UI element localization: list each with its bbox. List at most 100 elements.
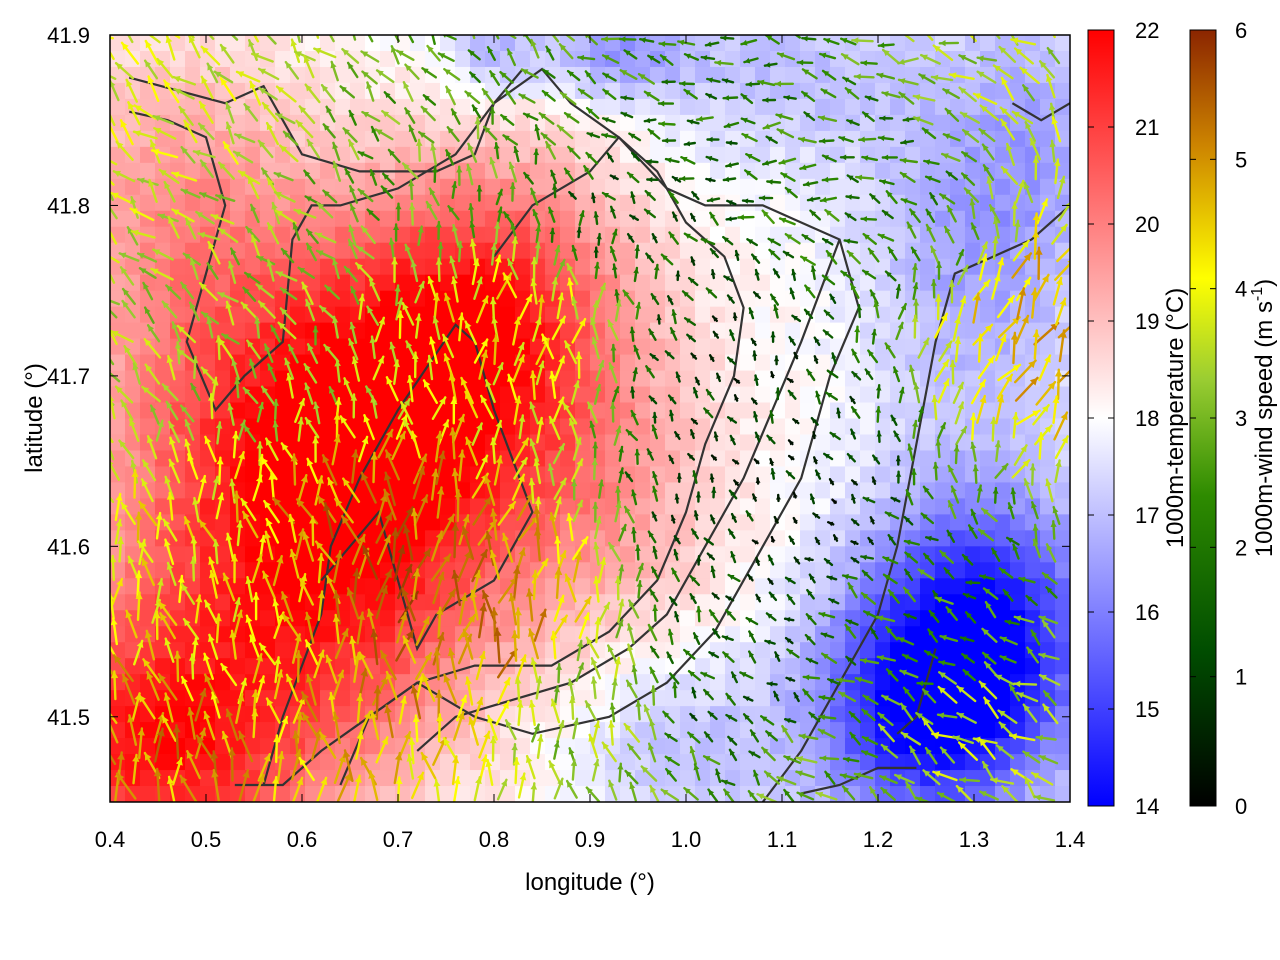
heatmap-cell — [755, 514, 771, 531]
heatmap-cell — [560, 210, 576, 228]
heatmap-cell — [320, 770, 336, 787]
heatmap-cell — [275, 402, 291, 420]
heatmap-cell — [695, 354, 711, 372]
heatmap-cell — [245, 258, 261, 276]
heatmap-cell — [320, 35, 336, 52]
heatmap-cell — [230, 674, 246, 691]
heatmap-cell — [1055, 642, 1070, 659]
heatmap-cell — [995, 482, 1011, 499]
heatmap-cell — [695, 322, 711, 340]
heatmap-cell — [800, 146, 816, 164]
heatmap-cell — [740, 402, 756, 420]
heatmap-cell — [995, 754, 1011, 771]
heatmap-cell — [260, 402, 276, 420]
heatmap-cell — [590, 466, 606, 484]
heatmap-cell — [245, 722, 261, 739]
heatmap-cell — [155, 322, 171, 340]
heatmap-cell — [605, 98, 621, 116]
heatmap-cell — [200, 738, 216, 755]
heatmap-cell — [470, 35, 486, 52]
heatmap-cell — [740, 418, 756, 436]
heatmap-cell — [155, 754, 171, 771]
heatmap-cell — [275, 178, 291, 196]
heatmap-cell — [965, 722, 981, 739]
heatmap-cell — [215, 642, 231, 659]
heatmap-cell — [230, 322, 246, 340]
heatmap-cell — [185, 402, 201, 420]
heatmap-cell — [1025, 610, 1041, 627]
heatmap-cell — [305, 258, 321, 276]
heatmap-cell — [665, 738, 681, 755]
heatmap-cell — [980, 226, 996, 244]
heatmap-cell — [125, 482, 141, 499]
heatmap-cell — [125, 242, 141, 260]
heatmap-cell — [410, 146, 426, 164]
heatmap-cell — [800, 402, 816, 420]
heatmap-cell — [380, 786, 396, 802]
heatmap-cell — [170, 386, 186, 404]
heatmap-cell — [935, 690, 951, 707]
heatmap-cell — [875, 450, 891, 468]
heatmap-cell — [920, 594, 936, 611]
heatmap-cell — [260, 242, 276, 260]
heatmap-cell — [110, 418, 126, 436]
heatmap-cell — [125, 770, 141, 787]
heatmap-cell — [635, 386, 651, 404]
heatmap-cell — [320, 626, 336, 643]
heatmap-cell — [995, 498, 1011, 515]
heatmap-cell — [110, 690, 126, 707]
heatmap-cell — [125, 322, 141, 340]
heatmap-cell — [710, 450, 726, 468]
heatmap-cell — [665, 82, 681, 100]
heatmap-cell — [275, 578, 291, 595]
heatmap-cell — [560, 626, 576, 643]
heatmap-cell — [290, 610, 306, 627]
heatmap-cell — [440, 498, 456, 515]
heatmap-cell — [230, 754, 246, 771]
heatmap-cell — [125, 35, 141, 52]
heatmap-cell — [290, 514, 306, 531]
heatmap-cell — [755, 658, 771, 675]
heatmap-cell — [215, 450, 231, 468]
heatmap-cell — [635, 290, 651, 308]
heatmap-cell — [830, 754, 846, 771]
heatmap-cell — [275, 626, 291, 643]
heatmap-cell — [635, 35, 651, 52]
heatmap-cell — [635, 274, 651, 292]
heatmap-cell — [110, 482, 126, 499]
heatmap-cell — [170, 546, 186, 563]
heatmap-cell — [365, 402, 381, 420]
heatmap-cell — [305, 178, 321, 196]
heatmap-cell — [155, 178, 171, 196]
heatmap-cell — [365, 578, 381, 595]
heatmap-cell — [155, 658, 171, 675]
heatmap-cell — [635, 722, 651, 739]
heatmap-cell — [725, 306, 741, 324]
heatmap-cell — [725, 466, 741, 484]
heatmap-cell — [740, 258, 756, 276]
heatmap-cell — [320, 114, 336, 132]
heatmap-cell — [125, 162, 141, 180]
heatmap-cell — [950, 450, 966, 468]
heatmap-cell — [380, 610, 396, 627]
heatmap-cell — [1055, 770, 1070, 787]
heatmap-cell — [290, 370, 306, 388]
heatmap-cell — [110, 146, 126, 164]
heatmap-cell — [215, 754, 231, 771]
heatmap-cell — [605, 466, 621, 484]
heatmap-cell — [245, 514, 261, 531]
heatmap-cell — [575, 226, 591, 244]
heatmap-cell — [905, 626, 921, 643]
heatmap-cell — [785, 194, 801, 212]
heatmap-cell — [1055, 354, 1070, 372]
heatmap-cell — [275, 98, 291, 116]
heatmap-cell — [455, 354, 471, 372]
heatmap-cell — [995, 194, 1011, 212]
heatmap-cell — [1025, 530, 1041, 547]
heatmap-cell — [770, 258, 786, 276]
heatmap-cell — [635, 226, 651, 244]
heatmap-cell — [695, 210, 711, 228]
heatmap-cell — [815, 738, 831, 755]
heatmap-cell — [695, 290, 711, 308]
heatmap-cell — [125, 530, 141, 547]
